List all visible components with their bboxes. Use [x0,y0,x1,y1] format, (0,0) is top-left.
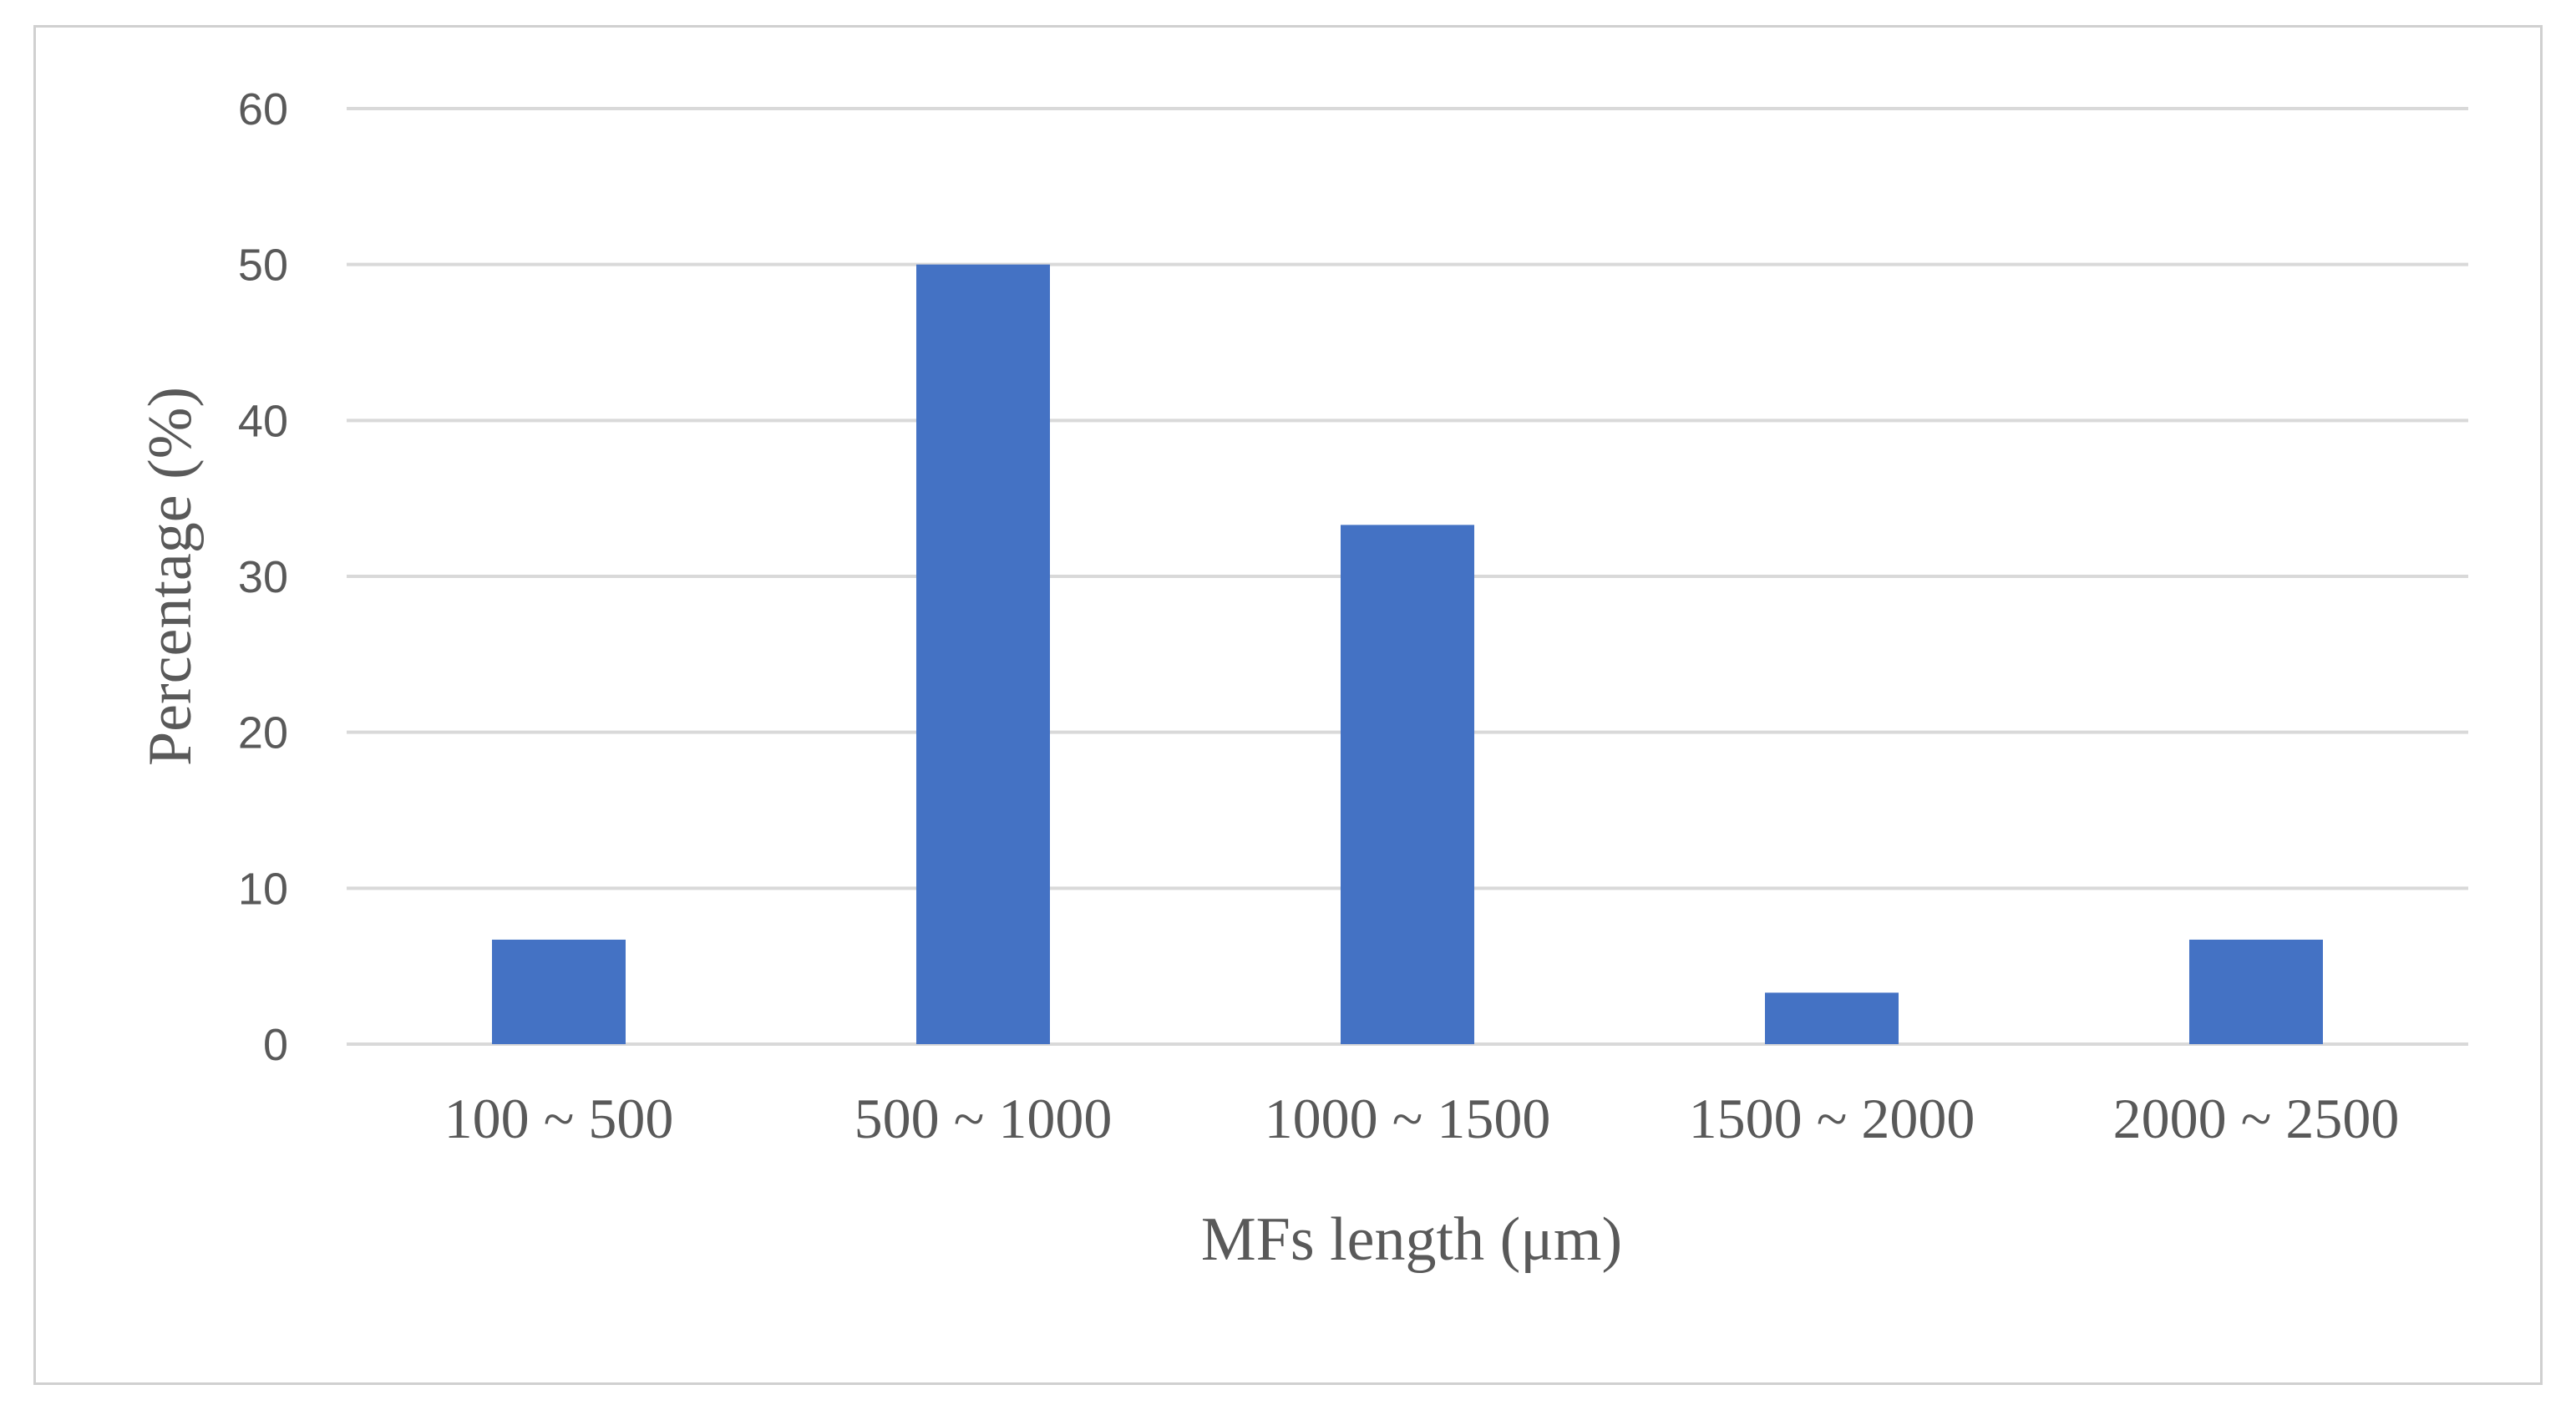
y-tick-label: 10 [238,864,288,914]
x-tick-label: 1500 ~ 2000 [1689,1087,1975,1150]
y-tick-label: 50 [238,241,288,291]
x-axis-title: MFs length (μm) [1201,1205,1622,1274]
gridlines [347,107,2468,1046]
y-axis-title: Percentage (%) [136,387,205,766]
y-tick-label: 30 [238,552,288,602]
y-tick-label: 40 [238,396,288,446]
bar [916,264,1050,1045]
x-tick-label: 1000 ~ 1500 [1265,1087,1551,1150]
bars [492,264,2323,1045]
x-tick-label: 100 ~ 500 [444,1087,674,1150]
x-tick-label: 2000 ~ 2500 [2113,1087,2400,1150]
x-tick-label: 500 ~ 1000 [854,1087,1113,1150]
x-axis-ticks: 100 ~ 500 500 ~ 1000 1000 ~ 1500 1500 ~ 200… [444,1087,2400,1150]
y-tick-label: 0 [263,1020,288,1070]
bar [2189,939,2323,1044]
chart-frame [33,25,2543,1385]
bar [492,939,626,1044]
y-tick-label: 60 [238,84,288,134]
y-tick-label: 20 [238,708,288,758]
bar [1765,992,1899,1044]
y-axis-ticks: 0 10 20 30 40 50 60 [238,84,288,1070]
bar [1341,525,1474,1044]
